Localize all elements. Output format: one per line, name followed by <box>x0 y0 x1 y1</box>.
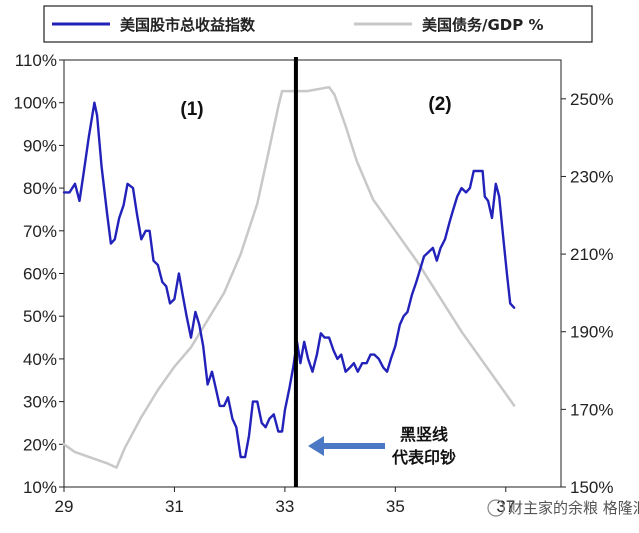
left-axis-tick-label: 10% <box>23 478 57 497</box>
annotation-arrow-head <box>308 436 324 456</box>
right-axis-tick-label: 170% <box>570 400 613 419</box>
series-line-debt-gdp <box>62 85 516 469</box>
series-line-stock-index <box>62 101 516 459</box>
right-axis-tick-label: 210% <box>570 245 613 264</box>
left-axis-tick-label: 40% <box>23 350 57 369</box>
legend-label-stock: 美国股市总收益指数 <box>120 16 256 34</box>
x-axis-tick-label: 33 <box>275 497 294 516</box>
x-axis-tick-label: 35 <box>386 497 405 516</box>
legend-box <box>43 5 593 43</box>
left-axis-tick-label: 90% <box>23 136 57 155</box>
left-axis-tick-label: 70% <box>23 222 57 241</box>
legend-label-debt: 美国债务/GDP % <box>422 16 544 34</box>
right-axis: 150% 170% 190% 210% 230% 250% <box>561 90 613 497</box>
left-axis-tick-label: 100% <box>14 94 57 113</box>
right-axis-tick-label: 150% <box>570 478 613 497</box>
x-axis-tick-label: 29 <box>55 497 74 516</box>
left-axis-tick-label: 110% <box>15 51 57 70</box>
period-1-label: (1) <box>180 99 203 120</box>
x-axis: 29 31 33 35 37 <box>55 487 515 516</box>
right-axis-tick-label: 230% <box>570 167 613 186</box>
series-layer <box>62 57 516 487</box>
watermark-icon <box>487 499 505 517</box>
x-axis-tick-label: 31 <box>165 497 184 516</box>
left-axis: 10% 20% 30% 40% 50% 60% 70% 80% 90% 100% 110% <box>14 51 64 497</box>
right-axis-tick-label: 250% <box>570 90 613 109</box>
period-2-label: (2) <box>428 94 451 115</box>
annotation-text-line2: 代表印钞 <box>391 448 456 467</box>
left-axis-tick-label: 30% <box>23 393 57 412</box>
left-axis-tick-label: 20% <box>23 435 57 454</box>
left-axis-tick-label: 60% <box>23 265 57 284</box>
annotation-text-line1: 黑竖线 <box>400 425 448 444</box>
left-axis-tick-label: 80% <box>23 179 57 198</box>
left-axis-tick-label: 50% <box>23 307 57 326</box>
watermark-text: 财主家的余粮 格隆汇 <box>508 499 639 517</box>
right-axis-tick-label: 190% <box>570 323 613 342</box>
